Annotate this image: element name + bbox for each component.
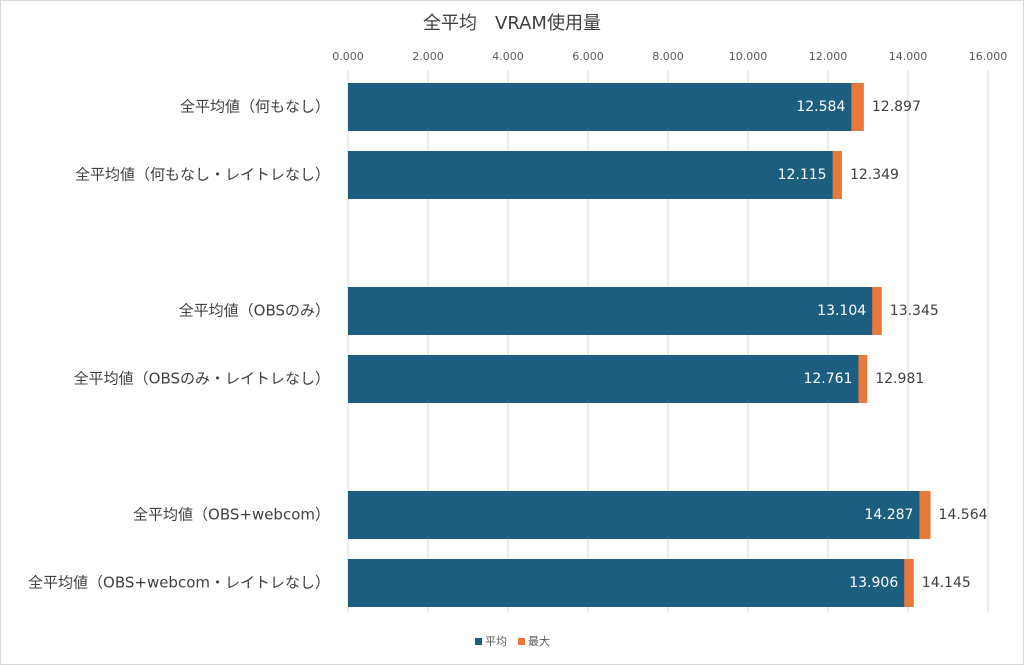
value-label: 14.287 [864,507,913,523]
x-tick-label: 0.000 [332,50,364,63]
y-tick-label: 全平均値（OBS+webcom・レイトレなし） [28,574,330,592]
bar [348,151,833,199]
y-tick-label: 全平均値（何もなし） [180,98,330,116]
legend-swatch [518,638,525,645]
x-tick-label: 6.000 [572,50,604,63]
legend-swatch [475,638,482,645]
value-label: 14.564 [939,507,988,523]
value-label: 12.115 [778,167,827,183]
bar [348,491,920,539]
y-tick-label: 全平均値（何もなし・レイトレなし） [75,166,330,184]
y-tick-label: 全平均値（OBSのみ） [179,302,330,320]
value-label: 12.761 [803,371,852,387]
legend-label: 平均 [485,635,507,648]
value-label: 12.981 [875,371,924,387]
value-label: 12.584 [796,99,845,115]
x-tick-label: 16.000 [969,50,1008,63]
bar [348,559,905,607]
chart-title: 全平均 VRAM使用量 [423,13,601,34]
value-label: 13.906 [849,575,898,591]
value-label: 12.349 [850,167,899,183]
x-tick-label: 12.000 [809,50,848,63]
y-tick-label: 全平均値（OBSのみ・レイトレなし） [74,370,330,388]
x-tick-label: 14.000 [889,50,928,63]
y-tick-label: 全平均値（OBS+webcom） [133,506,330,524]
bar [348,287,873,335]
bar [348,83,852,131]
x-tick-label: 2.000 [412,50,444,63]
value-label: 13.345 [890,303,939,319]
value-label: 12.897 [872,99,921,115]
bar [348,355,859,403]
legend-label: 最大 [528,634,550,648]
value-label: 13.104 [817,303,866,319]
value-label: 14.145 [922,575,971,591]
x-tick-label: 4.000 [492,50,524,63]
x-tick-label: 8.000 [652,50,684,63]
x-tick-label: 10.000 [729,50,768,63]
